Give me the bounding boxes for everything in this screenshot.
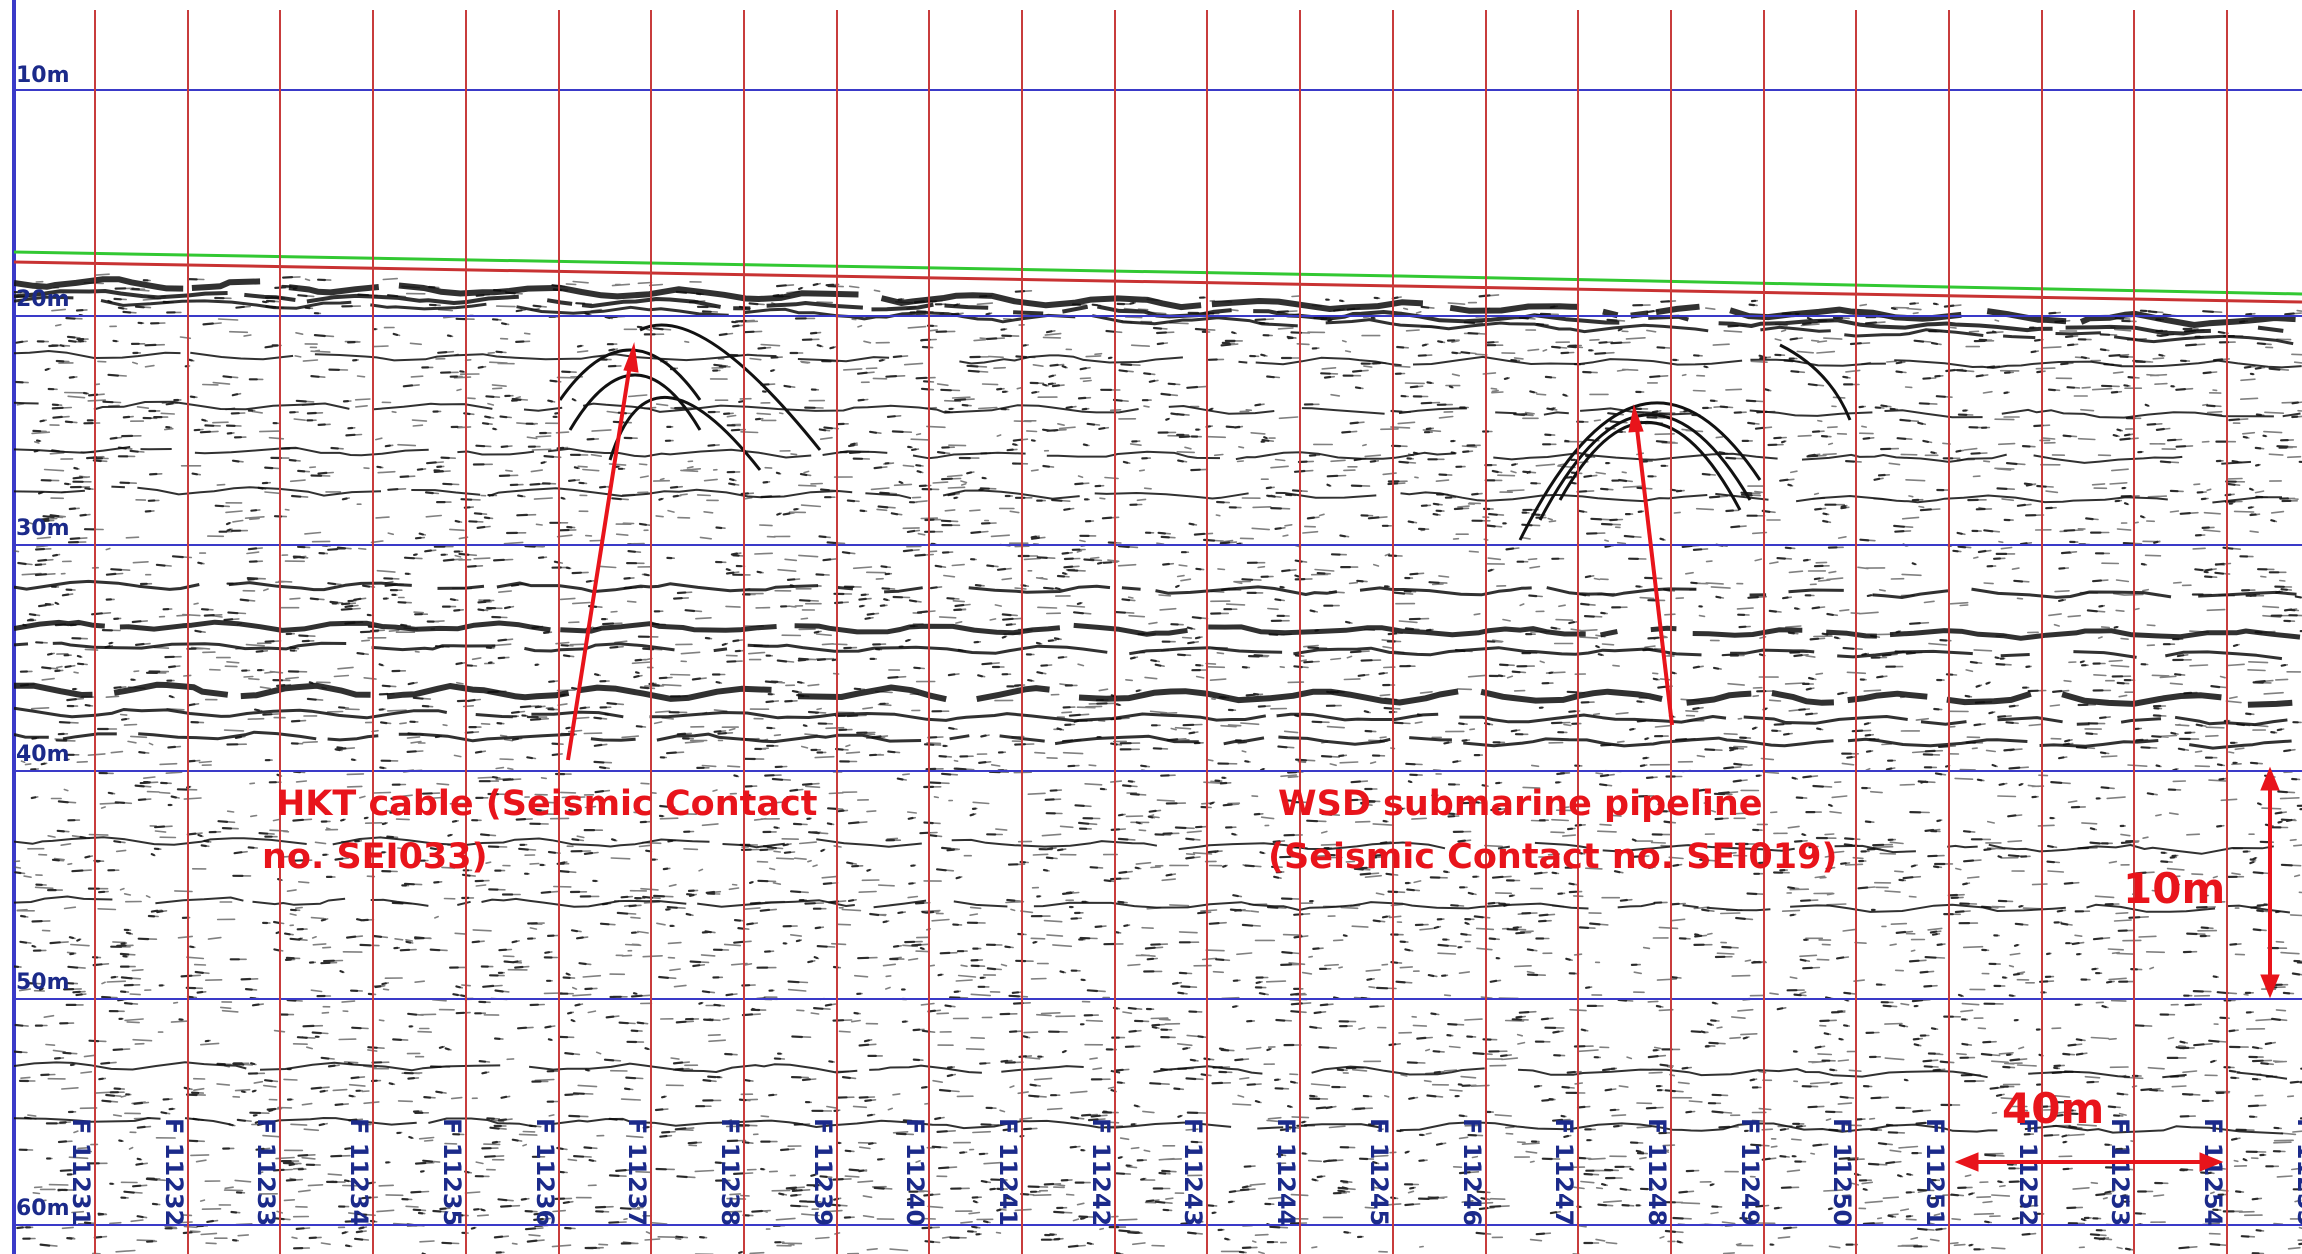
- annotation-arrows: [566, 342, 1674, 761]
- wsd-pipeline-arrowhead: [1628, 404, 1644, 433]
- fix-mark-label: F 11231: [67, 1118, 95, 1226]
- fix-mark-label: F 11249: [1736, 1118, 1764, 1226]
- depth-grid: [14, 89, 2302, 1226]
- fix-mark-label: F 11245: [1365, 1118, 1393, 1226]
- horizontal-scale-label: 40m: [2002, 1084, 2104, 1133]
- fix-mark-label: F 11235: [438, 1118, 466, 1226]
- wsd-pipeline-hyperbola: [1518, 343, 1852, 541]
- fix-mark-label: F 11253: [2106, 1118, 2134, 1226]
- fix-mark-label: F 11241: [994, 1118, 1022, 1226]
- wsd-pipeline-arrow: [1634, 419, 1674, 726]
- vertical-scale-bar: [2260, 766, 2280, 999]
- fix-mark-label: F 11236: [531, 1118, 559, 1226]
- fix-mark-label: F 11247: [1550, 1118, 1578, 1226]
- seabed-green-trace: [13, 250, 2302, 296]
- fix-mark-labels: F 11231 F 11232 F 11233 F 11234 F 11235 F 112…: [67, 1118, 2302, 1226]
- hkt-cable-arrow: [566, 357, 633, 761]
- seismic-record: [14, 273, 2302, 1254]
- fix-mark-label: F 11234: [345, 1118, 373, 1226]
- fix-mark-label: F 11242: [1087, 1118, 1115, 1226]
- fix-mark-label: F 11237: [623, 1118, 651, 1226]
- fix-mark-label: F 11252: [2014, 1118, 2042, 1226]
- fix-mark-label: F 11243: [1179, 1118, 1207, 1226]
- horizontal-scale-bar: [1954, 1152, 2224, 1172]
- hkt-cable-label-line1: HKT cable (Seismic Contact: [276, 784, 817, 824]
- wsd-pipeline-label-line1: WSD submarine pipeline: [1278, 784, 1763, 824]
- fix-mark-label: F 11240: [901, 1118, 929, 1226]
- depth-labels: 10m 20m 30m 40m 50m 60m: [16, 63, 70, 1221]
- fix-lines: [94, 10, 2228, 1254]
- fix-mark-label: F 11255: [2292, 1118, 2302, 1226]
- reflector-horizons: [14, 276, 2302, 1135]
- hkt-cable-label-line2: no. SEI033): [262, 837, 488, 877]
- depth-label-20m: 20m: [16, 287, 70, 312]
- fix-mark-label: F 11232: [160, 1118, 188, 1226]
- fix-mark-label: F 11238: [716, 1118, 744, 1226]
- depth-label-60m: 60m: [16, 1196, 70, 1221]
- fix-mark-label: F 11246: [1458, 1118, 1486, 1226]
- depth-label-10m: 10m: [16, 63, 70, 88]
- hkt-cable-arrowhead: [623, 342, 639, 373]
- fix-mark-label: F 11248: [1643, 1118, 1671, 1226]
- depth-label-30m: 30m: [16, 516, 70, 541]
- seabed-red-trace: [13, 260, 2302, 304]
- fix-mark-label: F 11251: [1921, 1118, 1949, 1226]
- fix-mark-label: F 11254: [2199, 1118, 2227, 1226]
- hkt-cable-hyperbola: [558, 323, 822, 471]
- depth-label-40m: 40m: [16, 742, 70, 767]
- depth-label-50m: 50m: [16, 970, 70, 995]
- fix-mark-label: F 11239: [809, 1118, 837, 1226]
- vertical-scale-label: 10m: [2123, 864, 2225, 913]
- fix-mark-label: F 11250: [1828, 1118, 1856, 1226]
- fix-mark-label: F 11244: [1272, 1118, 1300, 1226]
- wsd-pipeline-label-line2: (Seismic Contact no. SEI019): [1268, 837, 1837, 877]
- fix-mark-label: F 11233: [252, 1118, 280, 1226]
